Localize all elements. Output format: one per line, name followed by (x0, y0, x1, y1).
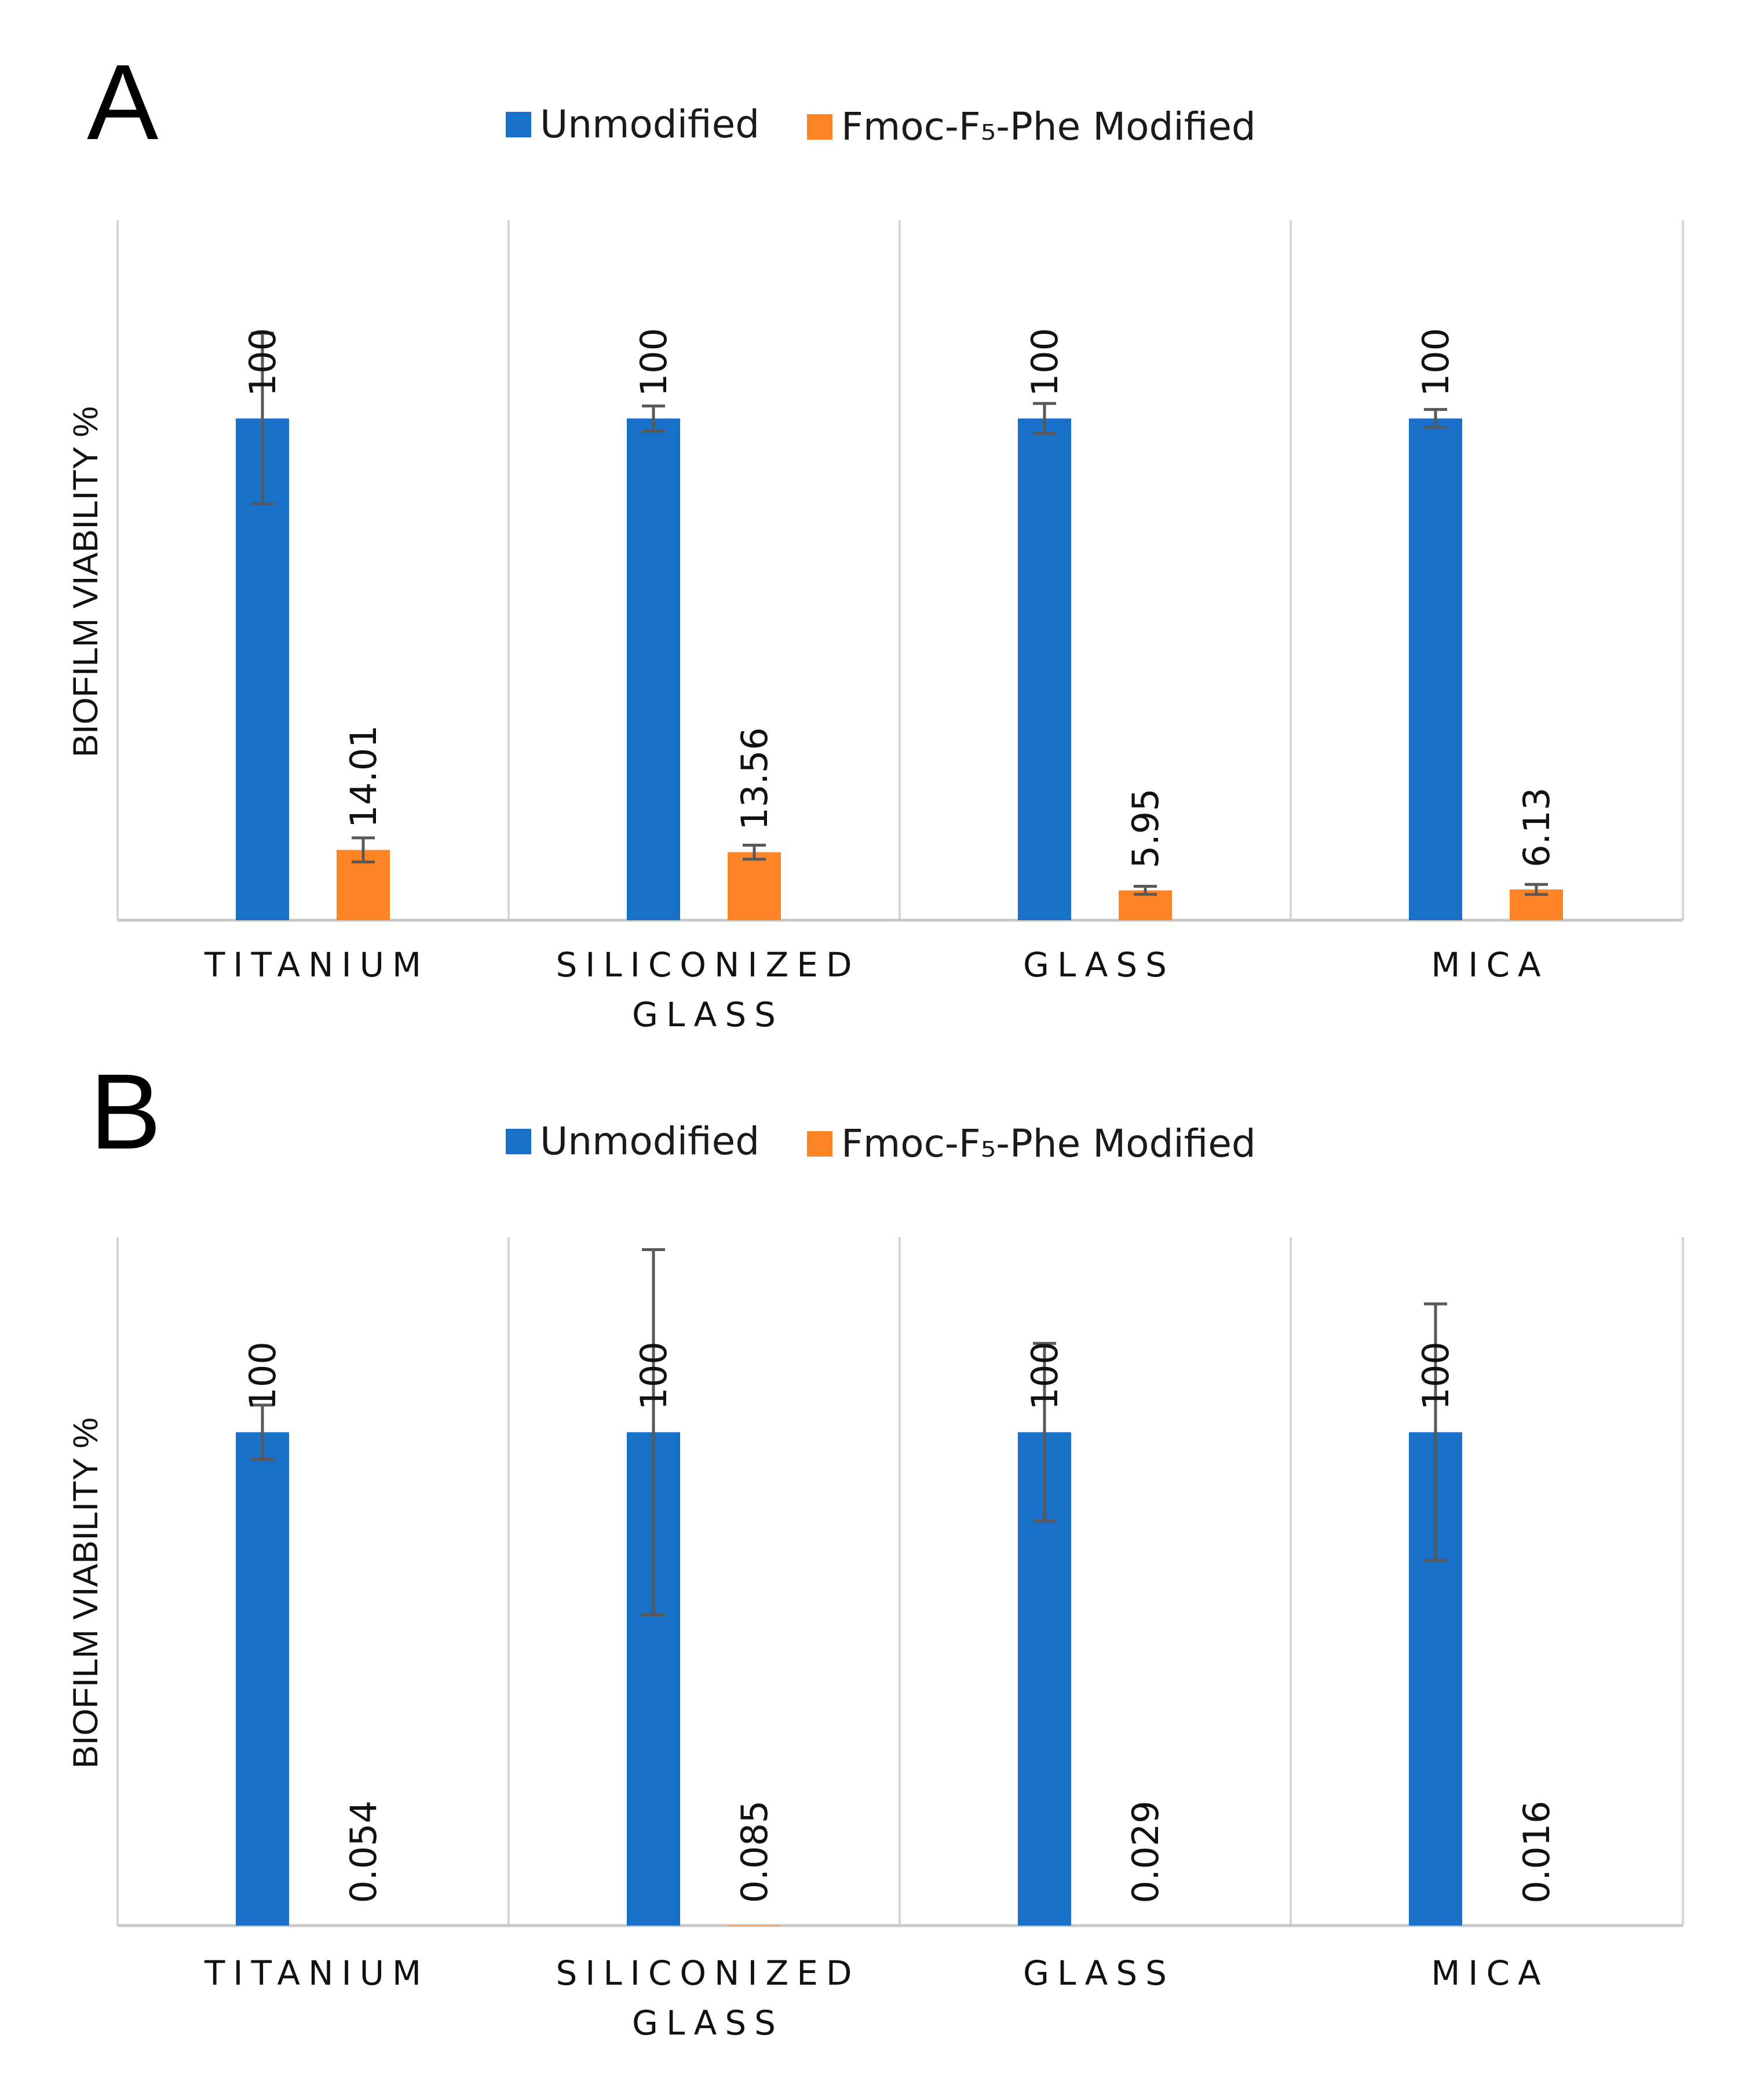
value-label-modified: 14.01 (342, 725, 385, 828)
value-label-unmodified: 100 (633, 328, 675, 396)
value-label-unmodified: 100 (1415, 1341, 1457, 1410)
category-label: SILICONIZED (556, 1953, 860, 1993)
value-label-modified: 0.085 (733, 1800, 776, 1904)
legend-swatch-modified (807, 1131, 832, 1157)
category-label: TITANIUM (204, 1953, 429, 1993)
value-label-modified: 6.13 (1515, 788, 1558, 867)
value-label-unmodified: 100 (1415, 328, 1457, 396)
bar-unmodified (1018, 418, 1071, 920)
value-label-unmodified: 100 (242, 1341, 284, 1410)
category-label: MICA (1431, 945, 1548, 985)
legend-swatch-unmodified (506, 1129, 531, 1154)
legend-label-modified: Fmoc-F₅-Phe Modified (841, 104, 1256, 149)
category-label: MICA (1431, 1953, 1548, 1993)
bar-modified (728, 852, 781, 920)
category-label: TITANIUM (204, 945, 429, 985)
chart-panel-a: A Unmodified Fmoc-F₅-Phe Modified BIOFILM V… (66, 43, 1684, 1034)
value-label-modified: 0.029 (1124, 1800, 1167, 1904)
value-label-unmodified: 100 (633, 1341, 675, 1410)
bar-unmodified (236, 1432, 289, 1926)
value-label-modified: 0.054 (342, 1800, 385, 1904)
legend-label-modified: Fmoc-F₅-Phe Modified (841, 1121, 1256, 1166)
legend: Unmodified Fmoc-F₅-Phe Modified (506, 1119, 1256, 1166)
value-label-modified: 13.56 (733, 727, 776, 830)
value-label-modified: 0.016 (1515, 1800, 1558, 1904)
value-label-unmodified: 100 (1024, 328, 1066, 396)
bar-unmodified (1409, 418, 1462, 920)
value-label-modified: 5.95 (1124, 788, 1167, 868)
legend-swatch-modified (807, 114, 832, 140)
panel-letter: A (87, 43, 159, 162)
panel-letter: B (90, 1052, 161, 1172)
bar-modified (728, 1925, 781, 1926)
category-label: GLASS (1023, 1953, 1175, 1993)
value-label-unmodified: 100 (1024, 1341, 1066, 1410)
y-axis-label: BIOFILM VIABILITY % (66, 1417, 105, 1769)
y-axis-label: BIOFILM VIABILITY % (66, 406, 105, 757)
legend-label-unmodified: Unmodified (540, 102, 759, 147)
bar-unmodified (627, 418, 680, 920)
category-label: GLASS (632, 2003, 784, 2043)
value-label-unmodified: 100 (242, 328, 284, 396)
category-label: GLASS (632, 995, 784, 1034)
category-label: GLASS (1023, 945, 1175, 985)
category-label: SILICONIZED (556, 945, 860, 985)
legend-label-unmodified: Unmodified (540, 1119, 759, 1164)
chart-panel-b: B Unmodified Fmoc-F₅-Phe Modified BIOFILM V… (66, 1052, 1684, 2043)
legend: Unmodified Fmoc-F₅-Phe Modified (506, 102, 1256, 149)
legend-swatch-unmodified (506, 112, 531, 137)
